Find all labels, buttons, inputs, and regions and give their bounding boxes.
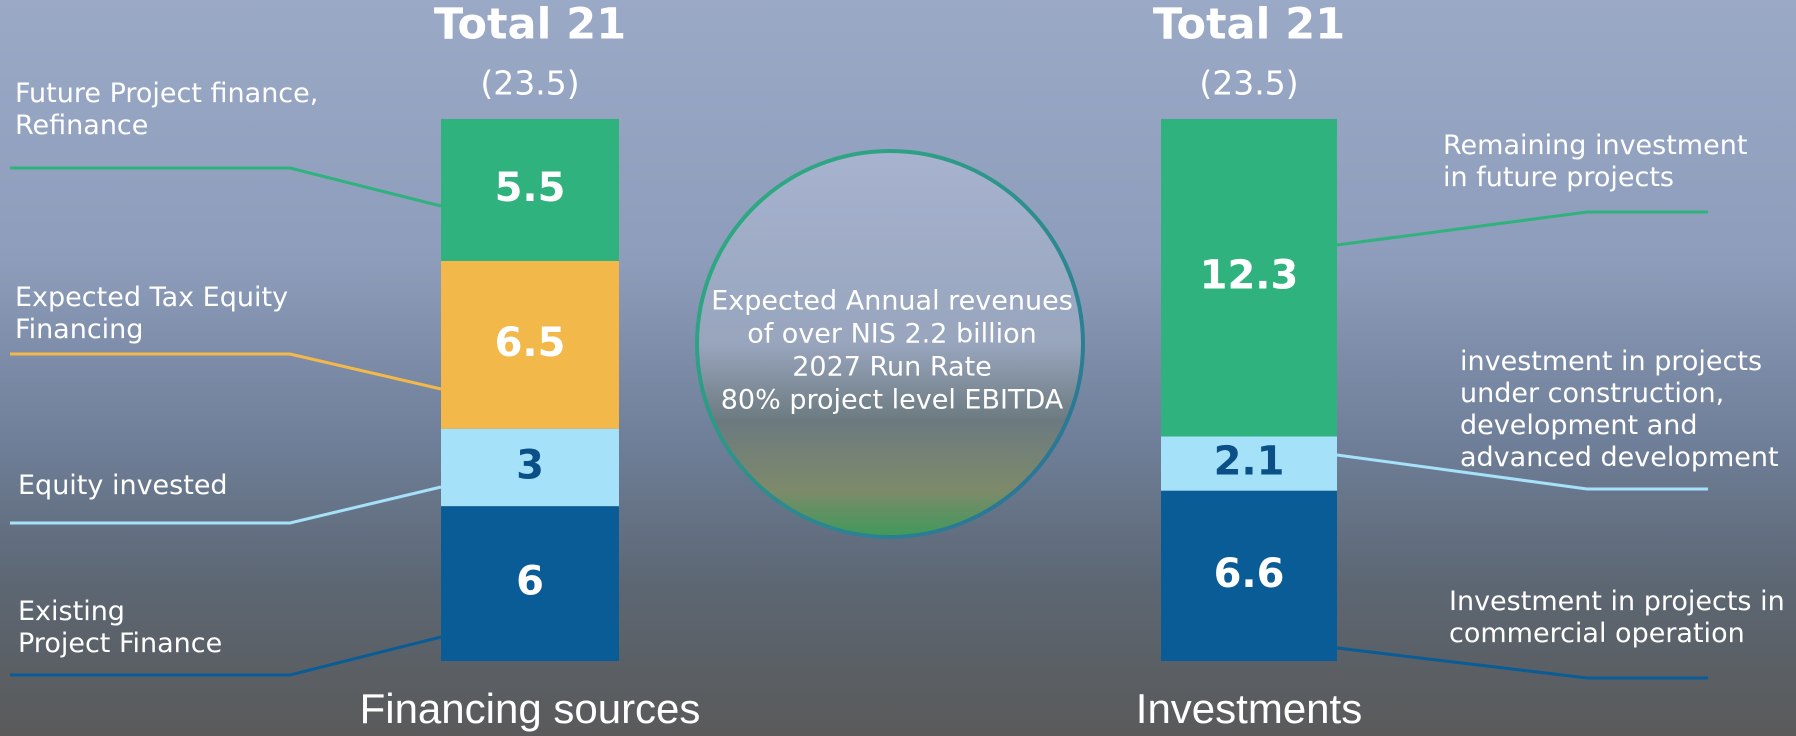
segment-label: 3 (516, 442, 544, 488)
chart-subtitle: (23.5) (1199, 64, 1298, 103)
leader-line (1336, 646, 1708, 680)
segment-label: 2.1 (1214, 439, 1285, 485)
legend-label: Expected Tax Equity Financing (15, 282, 289, 345)
center-text: 80% project level EBITDA (721, 385, 1064, 416)
bar-segment (1161, 490, 1337, 661)
chart-title: Total 21 (434, 0, 626, 50)
center-text: Expected Annual revenues (711, 286, 1073, 317)
segment-label: 6.6 (1214, 551, 1285, 597)
leader-line (10, 635, 442, 677)
bar-segment (441, 506, 619, 661)
bar-segment (441, 119, 619, 261)
leader-line (1336, 453, 1708, 491)
segment-label: 6 (516, 559, 544, 605)
chart-title: Total 21 (1153, 0, 1345, 50)
segment-label: 12.3 (1200, 253, 1299, 299)
bar-segment (441, 428, 619, 507)
legend-label: Equity invested (18, 470, 228, 501)
bar-segment (1161, 436, 1337, 491)
legend-label: investment in projects under constructio… (1460, 346, 1779, 473)
legend-label: Investment in projects in commercial ope… (1449, 586, 1785, 649)
bar-segment (441, 260, 619, 429)
center-circle (695, 149, 1085, 539)
leader-line (10, 485, 442, 525)
legend-label: Existing Project Finance (18, 596, 223, 659)
center-text: 2027 Run Rate (792, 352, 992, 383)
leader-line (1336, 210, 1708, 247)
legend-label: Remaining investment in future projects (1443, 130, 1748, 193)
segment-label: 6.5 (495, 320, 566, 366)
segment-label: 5.5 (495, 165, 566, 211)
center-text: of over NIS 2.2 billion (747, 319, 1037, 350)
leader-line (10, 352, 442, 391)
chart-subtitle: (23.5) (480, 64, 579, 103)
x-axis-label: Investments (1136, 685, 1362, 732)
leader-line (10, 166, 442, 208)
bar-segment (1161, 119, 1337, 437)
legend-label: Future Project finance, Refinance (15, 78, 319, 141)
x-axis-label: Financing sources (360, 685, 701, 732)
